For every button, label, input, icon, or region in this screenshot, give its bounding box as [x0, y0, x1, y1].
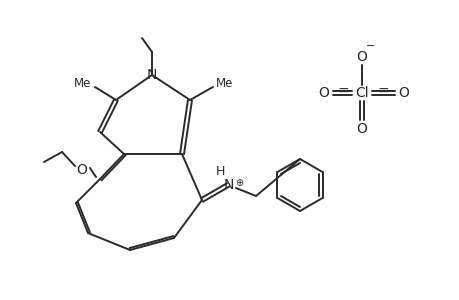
Text: Cl: Cl	[354, 86, 368, 100]
Text: O: O	[356, 122, 367, 136]
Text: O: O	[356, 50, 367, 64]
Text: ⊕: ⊕	[235, 178, 242, 188]
Text: Me: Me	[74, 76, 91, 89]
Text: N: N	[146, 68, 157, 82]
Text: H: H	[215, 164, 224, 178]
Text: −: −	[365, 41, 375, 51]
Text: =: =	[376, 85, 388, 99]
Text: Me: Me	[216, 76, 233, 89]
Text: O: O	[397, 86, 409, 100]
Text: N: N	[224, 178, 234, 192]
Text: O: O	[76, 163, 87, 177]
Text: =: =	[336, 85, 348, 99]
Text: O: O	[318, 86, 329, 100]
